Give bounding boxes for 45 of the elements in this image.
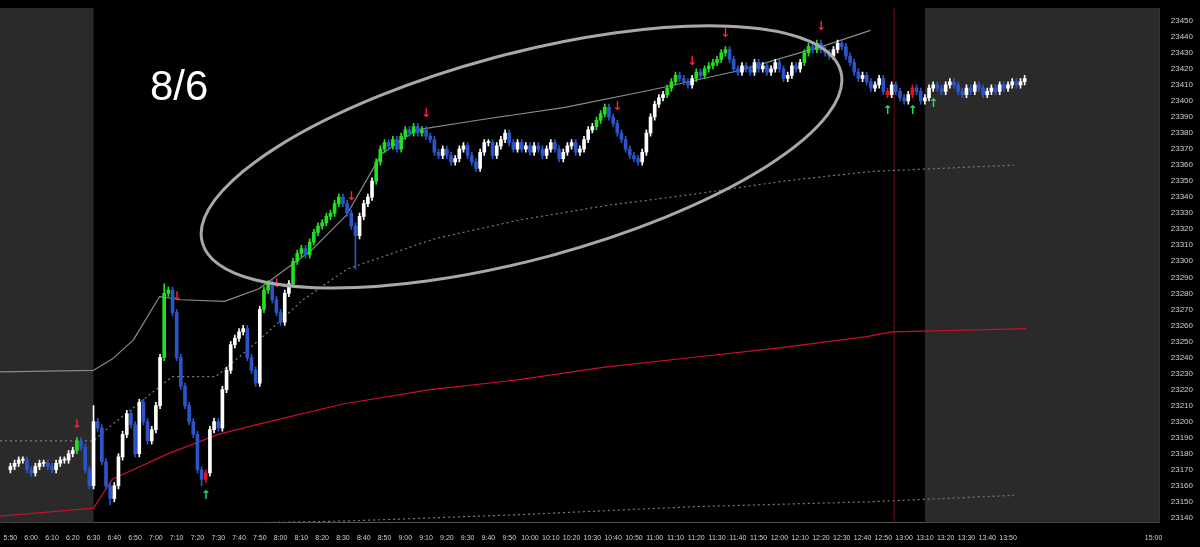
y-tick-label: 23430 bbox=[1170, 48, 1194, 58]
y-tick-label: 23410 bbox=[1170, 80, 1194, 90]
y-tick-label: 23230 bbox=[1170, 368, 1194, 378]
y-tick-label: 23160 bbox=[1170, 480, 1194, 490]
y-tick-label: 23250 bbox=[1170, 336, 1194, 346]
y-tick-label: 23170 bbox=[1170, 464, 1194, 474]
y-tick-label: 23440 bbox=[1170, 32, 1194, 42]
y-tick-label: 23320 bbox=[1170, 224, 1194, 234]
annotation: ↑ bbox=[928, 96, 939, 111]
y-tick-label: 23240 bbox=[1170, 352, 1194, 362]
annotation: ↑ bbox=[882, 102, 893, 117]
y-tick-label: 23360 bbox=[1170, 160, 1194, 170]
annotation: ↓ bbox=[612, 99, 623, 114]
y-tick-label: 23420 bbox=[1170, 64, 1194, 74]
annotation: ↓ bbox=[171, 288, 182, 303]
annotation: ↓ bbox=[815, 19, 826, 34]
y-tick-label: 23330 bbox=[1170, 208, 1194, 218]
y-tick-label: 23340 bbox=[1170, 192, 1194, 202]
y-tick-label: 23180 bbox=[1170, 448, 1194, 458]
y-tick-label: 23220 bbox=[1170, 384, 1194, 394]
annotation: ↓ bbox=[346, 189, 357, 204]
annotation: ↑ bbox=[907, 102, 918, 117]
y-tick-label: 23260 bbox=[1170, 320, 1194, 330]
y-tick-label: 23400 bbox=[1170, 96, 1194, 106]
y-tick-label: 23380 bbox=[1170, 128, 1194, 138]
y-tick-label: 23310 bbox=[1170, 240, 1194, 250]
y-tick-label: 23350 bbox=[1170, 176, 1194, 186]
annotation: ↓ bbox=[687, 54, 698, 69]
y-tick-label: 23450 bbox=[1170, 16, 1194, 26]
y-tick-label: 23280 bbox=[1170, 288, 1194, 298]
annotation: ↑ bbox=[200, 487, 211, 502]
y-tick-label: 23200 bbox=[1170, 416, 1194, 426]
y-tick-label: 23190 bbox=[1170, 432, 1194, 442]
y-tick-label: 23370 bbox=[1170, 144, 1194, 154]
annotation: ↓ bbox=[421, 105, 432, 120]
annotation: ↓ bbox=[720, 25, 731, 40]
y-tick-label: 23300 bbox=[1170, 256, 1194, 266]
text: 8/6 bbox=[150, 62, 209, 110]
y-tick-label: 23210 bbox=[1170, 400, 1194, 410]
y-tick-label: 23290 bbox=[1170, 272, 1194, 282]
y-tick-label: 23390 bbox=[1170, 112, 1194, 122]
y-tick-label: 23270 bbox=[1170, 304, 1194, 314]
y-tick-label: 23140 bbox=[1170, 512, 1194, 522]
y-tick-label: 23150 bbox=[1170, 496, 1194, 506]
annotation: ↓ bbox=[71, 416, 82, 431]
